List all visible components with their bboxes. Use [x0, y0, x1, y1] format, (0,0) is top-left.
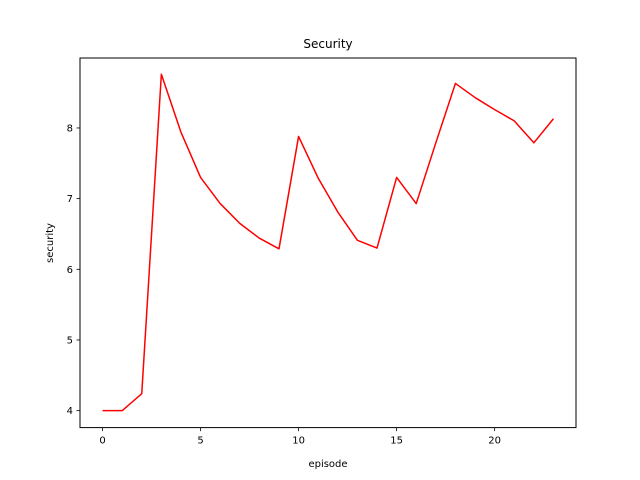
- x-tick-label: 15: [390, 436, 403, 447]
- x-tick-label: 0: [99, 436, 105, 447]
- series-line: [102, 73, 555, 412]
- y-tick-label: 8: [67, 123, 73, 134]
- y-tick-label: 7: [67, 194, 73, 205]
- y-axis-label: security: [45, 223, 56, 263]
- x-tick-label: 20: [488, 436, 501, 447]
- x-tick-label: 5: [197, 436, 203, 447]
- x-tick-label: 10: [292, 436, 305, 447]
- x-axis-label: episode: [308, 459, 347, 470]
- y-tick-label: 6: [67, 265, 73, 276]
- chart-title: Security: [303, 37, 352, 51]
- y-tick-label: 5: [67, 335, 73, 346]
- plot-frame: [79, 57, 577, 429]
- y-tick-label: 4: [67, 406, 73, 417]
